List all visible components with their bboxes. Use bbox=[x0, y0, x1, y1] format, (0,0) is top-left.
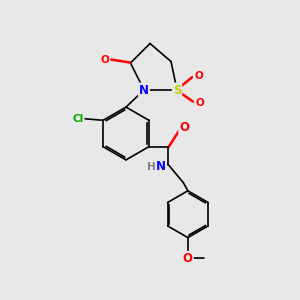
Text: S: S bbox=[173, 83, 181, 97]
Text: N: N bbox=[139, 83, 149, 97]
Text: O: O bbox=[179, 121, 189, 134]
Text: O: O bbox=[195, 98, 204, 108]
Text: O: O bbox=[100, 55, 109, 65]
Text: Cl: Cl bbox=[72, 114, 83, 124]
Text: N: N bbox=[156, 160, 166, 173]
Text: H: H bbox=[148, 162, 156, 172]
Text: O: O bbox=[194, 71, 203, 81]
Text: O: O bbox=[183, 252, 193, 265]
